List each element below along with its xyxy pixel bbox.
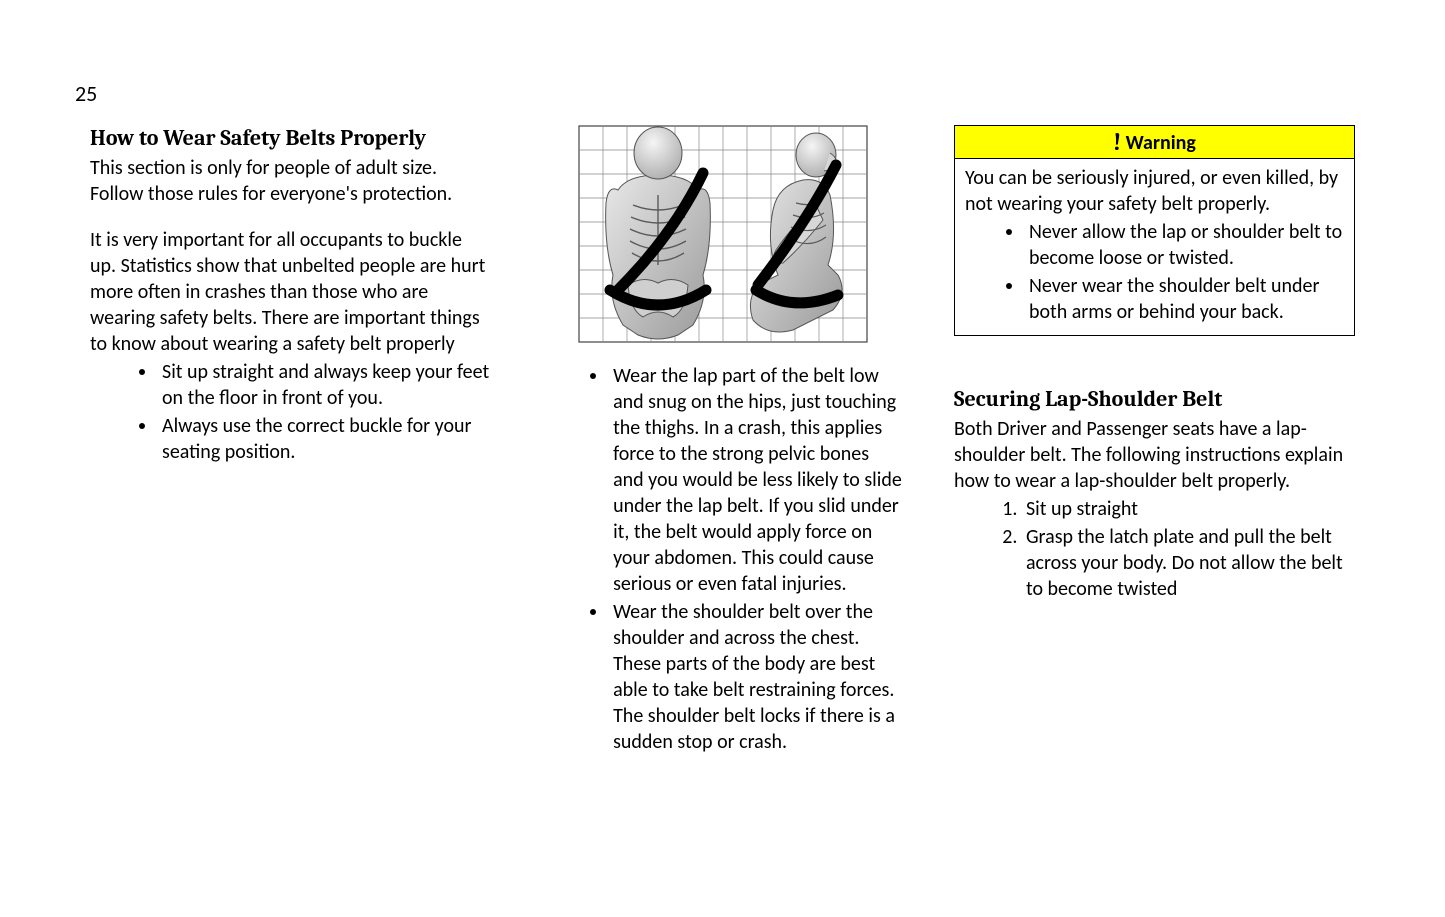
- warning-intro: You can be seriously injured, or even ki…: [965, 165, 1344, 217]
- list-item: Sit up straight and always keep your fee…: [158, 359, 491, 411]
- warning-bullet-list: Never allow the lap or shoulder belt to …: [965, 219, 1344, 325]
- list-item: Never allow the lap or shoulder belt to …: [1025, 219, 1344, 271]
- warning-body: You can be seriously injured, or even ki…: [955, 159, 1354, 335]
- column-2: Wear the lap part of the belt low and sn…: [541, 125, 904, 757]
- heading-how-to-wear: How to Wear Safety Belts Properly: [90, 125, 491, 151]
- col1-para2: It is very important for all occupants t…: [90, 227, 491, 357]
- col2-bullet-list: Wear the lap part of the belt low and sn…: [541, 363, 904, 755]
- list-item: Wear the lap part of the belt low and sn…: [609, 363, 904, 597]
- warning-box: ! Warning You can be seriously injured, …: [954, 125, 1355, 336]
- column-1: How to Wear Safety Belts Properly This s…: [75, 125, 491, 757]
- content-columns: How to Wear Safety Belts Properly This s…: [75, 125, 1355, 757]
- col1-para1: This section is only for people of adult…: [90, 155, 491, 207]
- safety-belt-illustration: [578, 125, 868, 343]
- heading-securing-belt: Securing Lap-Shoulder Belt: [954, 386, 1355, 412]
- list-item: Wear the shoulder belt over the shoulder…: [609, 599, 904, 755]
- col3-step-list: Sit up straight Grasp the latch plate an…: [954, 496, 1355, 602]
- list-item: Sit up straight: [1022, 496, 1355, 522]
- page-number: 25: [75, 80, 1355, 107]
- list-item: Always use the correct buckle for your s…: [158, 413, 491, 465]
- warning-header: ! Warning: [955, 126, 1354, 159]
- warning-bang-icon: !: [1113, 128, 1121, 156]
- column-3: ! Warning You can be seriously injured, …: [954, 125, 1355, 757]
- warning-header-text: Warning: [1121, 131, 1196, 155]
- list-item: Grasp the latch plate and pull the belt …: [1022, 524, 1355, 602]
- col3-para: Both Driver and Passenger seats have a l…: [954, 416, 1355, 494]
- list-item: Never wear the shoulder belt under both …: [1025, 273, 1344, 325]
- col1-bullet-list: Sit up straight and always keep your fee…: [90, 359, 491, 465]
